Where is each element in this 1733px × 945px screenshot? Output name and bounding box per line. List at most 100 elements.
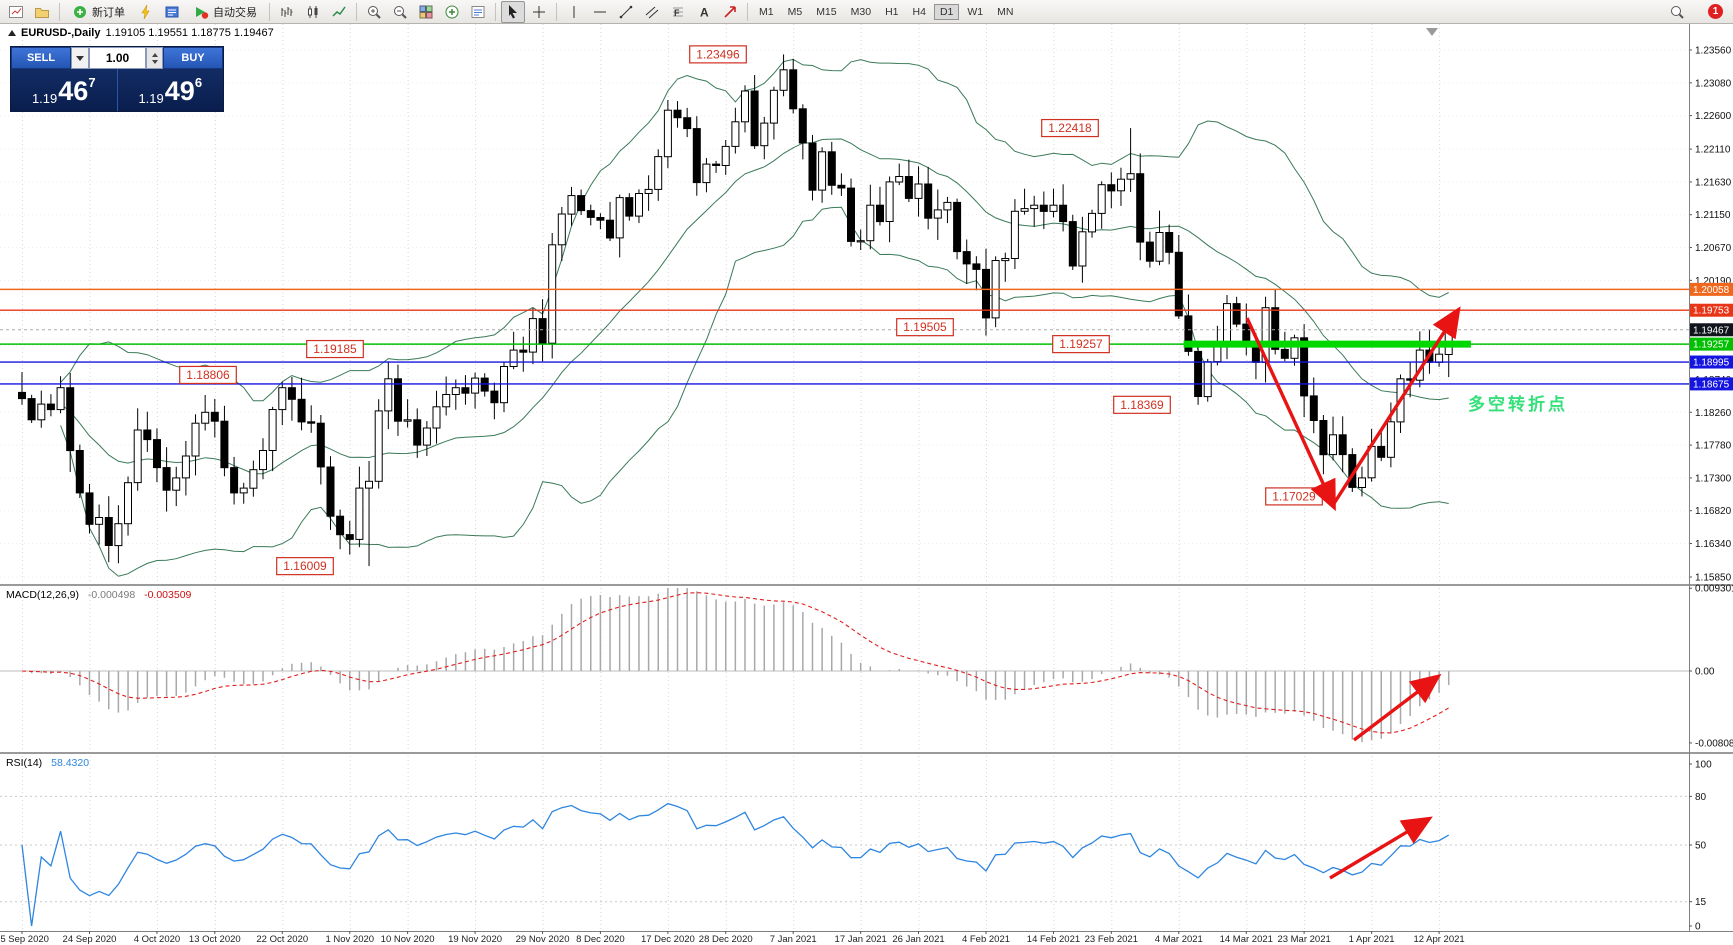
macd-trend-arrow[interactable] xyxy=(1352,673,1442,742)
fibonacci-button[interactable]: F xyxy=(666,1,690,23)
price-callout[interactable] xyxy=(306,339,364,359)
rsi-axis-label: 50 xyxy=(1695,841,1707,852)
channel-button[interactable] xyxy=(640,1,664,23)
macd-name: MACD(12,26,9) xyxy=(6,589,79,601)
sell-button[interactable]: SELL xyxy=(11,47,71,69)
candle-body xyxy=(1435,353,1444,363)
bar-chart-button[interactable] xyxy=(275,1,299,23)
zoom-out-button[interactable] xyxy=(388,1,412,23)
rsi-label: RSI(14) 58.4320 xyxy=(6,757,95,769)
text-tool-button[interactable]: A xyxy=(692,1,716,23)
price-label: 1.17300 xyxy=(1695,473,1732,484)
rsi-trend-arrow[interactable] xyxy=(1329,816,1433,880)
notification-badge[interactable]: 1 xyxy=(1708,4,1723,19)
candle-body xyxy=(741,90,749,123)
profiles-button[interactable] xyxy=(30,1,54,23)
cursor-button[interactable] xyxy=(501,0,525,23)
rsi-value: 58.4320 xyxy=(51,757,90,769)
price-callout[interactable] xyxy=(1052,335,1110,354)
tile-windows-button[interactable] xyxy=(414,1,438,23)
candle-body xyxy=(972,263,981,270)
up-trend-arrow[interactable] xyxy=(1331,306,1461,506)
candle-body xyxy=(278,387,287,411)
price-callout[interactable] xyxy=(689,45,747,64)
price-label: 1.23560 xyxy=(1695,46,1732,57)
price-tag-label: 1.20058 xyxy=(1693,285,1730,296)
candle-body xyxy=(18,391,26,400)
date-label: 1 Nov 2020 xyxy=(325,934,374,945)
new-chart-button[interactable] xyxy=(4,1,28,23)
buy-button[interactable]: BUY xyxy=(163,47,223,69)
horizontal-line-button[interactable] xyxy=(588,1,612,23)
time-axis[interactable] xyxy=(0,931,1733,945)
candle-body xyxy=(230,467,239,494)
candlestick-chart-button[interactable] xyxy=(301,1,325,23)
panel-separator[interactable] xyxy=(0,584,1733,586)
search-button[interactable] xyxy=(1665,1,1689,23)
trendline-button[interactable] xyxy=(614,1,638,23)
line-chart-icon xyxy=(332,6,346,17)
candle-body xyxy=(124,482,132,525)
volume-input[interactable]: 1.00 xyxy=(89,47,146,69)
price-callout[interactable] xyxy=(896,318,954,337)
candle-body xyxy=(847,187,855,242)
terminal-button[interactable] xyxy=(160,1,184,23)
candle-body xyxy=(789,69,798,110)
annotation-text[interactable]: 多空转折点 xyxy=(1468,394,1568,414)
candle-body xyxy=(133,429,142,484)
sell-price[interactable]: 1.19 46 7 xyxy=(11,69,118,111)
timeframe-mn[interactable]: MN xyxy=(991,4,1019,20)
timeframe-h1[interactable]: H1 xyxy=(879,4,904,20)
candle-body xyxy=(779,69,788,91)
price-axis[interactable] xyxy=(1689,24,1733,931)
price-label: 1.20670 xyxy=(1695,243,1732,254)
arrows-tool-button[interactable] xyxy=(718,1,742,23)
timeframe-d1[interactable]: D1 xyxy=(933,3,960,20)
timeframe-m1[interactable]: M1 xyxy=(753,4,780,20)
candle-body xyxy=(567,195,576,215)
down-trend-arrow[interactable] xyxy=(1245,317,1336,512)
price-tag xyxy=(1690,377,1733,391)
price-callout[interactable] xyxy=(1113,395,1171,414)
candle-body xyxy=(933,209,942,219)
candle-body xyxy=(818,151,827,191)
candle-body xyxy=(1097,184,1106,214)
date-label: 4 Oct 2020 xyxy=(134,934,180,945)
candle-body xyxy=(519,349,528,353)
line-chart-button[interactable] xyxy=(327,1,351,23)
timeframe-m15[interactable]: M15 xyxy=(810,4,842,20)
indicators-button[interactable] xyxy=(440,1,464,23)
metaeditor-button[interactable] xyxy=(134,1,158,23)
candle-body xyxy=(1203,361,1212,398)
crosshair-button[interactable] xyxy=(527,1,551,23)
volume-stepper[interactable] xyxy=(146,47,163,69)
timeframe-m30[interactable]: M30 xyxy=(845,4,877,20)
zoom-in-button[interactable] xyxy=(362,1,386,23)
price-tag xyxy=(1690,282,1733,296)
candle-body xyxy=(683,117,692,130)
price-callout[interactable] xyxy=(1041,118,1099,138)
candle-body xyxy=(1174,251,1183,317)
timeframe-w1[interactable]: W1 xyxy=(961,4,989,20)
vertical-line-button[interactable] xyxy=(562,1,586,23)
candle-body xyxy=(1319,420,1328,456)
new-order-button[interactable]: 新订单 xyxy=(65,1,132,23)
oneclick-toggle-icon[interactable] xyxy=(8,30,16,36)
timeframe-h4[interactable]: H4 xyxy=(907,4,932,20)
timeframe-m5[interactable]: M5 xyxy=(782,4,809,20)
candle-body xyxy=(384,378,393,412)
indicators-icon xyxy=(445,5,459,18)
panel-separator[interactable] xyxy=(0,752,1733,754)
autotrading-button[interactable]: 自动交易 xyxy=(186,1,264,23)
price-label: 1.15850 xyxy=(1695,573,1732,584)
date-label: 28 Dec 2020 xyxy=(699,934,753,945)
candle-body xyxy=(644,188,653,194)
templates-button[interactable] xyxy=(466,1,490,23)
volume-dropdown-button[interactable] xyxy=(71,47,89,69)
svg-text:A: A xyxy=(700,5,709,19)
search-icon xyxy=(1671,5,1684,19)
price-callout[interactable] xyxy=(179,365,237,385)
price-callout[interactable] xyxy=(276,557,334,576)
buy-price[interactable]: 1.19 49 6 xyxy=(118,69,224,111)
